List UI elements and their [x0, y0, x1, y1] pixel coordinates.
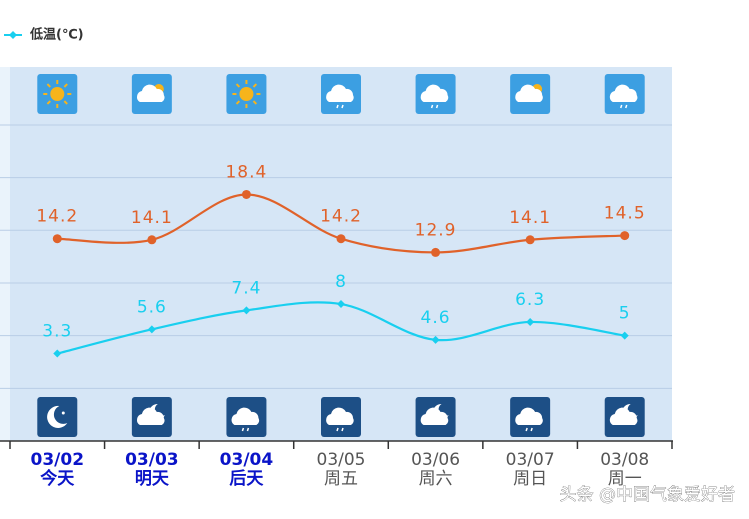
icon-cloud — [609, 84, 638, 102]
weather-icon — [415, 397, 456, 437]
point — [242, 306, 251, 315]
point — [53, 349, 62, 358]
icon-cloud — [515, 407, 543, 425]
icon-cloud — [515, 84, 543, 102]
icon-cloud — [137, 84, 165, 102]
icon-drop — [336, 427, 339, 432]
icon-cloud — [231, 407, 260, 425]
weather-icon — [321, 397, 361, 437]
weekday-label: 周五 — [324, 469, 358, 489]
point — [147, 325, 156, 334]
icon-cloud — [326, 407, 354, 425]
icon-cloud — [326, 84, 354, 102]
data-label: 18.4 — [225, 162, 267, 182]
icon-drop — [341, 104, 344, 109]
icon-ray — [46, 100, 51, 105]
icon-sun — [239, 87, 254, 101]
icon-ray — [46, 83, 51, 88]
icon-moon — [47, 405, 68, 428]
legend-label: 低温(℃) — [29, 27, 84, 43]
weekday-label: 周日 — [513, 469, 547, 489]
icon-ray — [63, 83, 68, 88]
x-tick-label: 03/02 — [31, 450, 85, 470]
watermark: 头条 @中国气象爱好者 — [560, 485, 735, 505]
data-label: 3.3 — [42, 322, 72, 342]
icon-cloud — [420, 84, 449, 102]
x-tick-label: 03/03 — [125, 450, 179, 470]
point — [336, 234, 346, 244]
weekday-label: 今天 — [40, 468, 75, 489]
icon-ray — [235, 83, 241, 88]
plot-edge — [0, 67, 10, 441]
data-label: 14.5 — [604, 204, 646, 224]
x-tick-label: 03/06 — [411, 450, 460, 470]
icon-bg — [37, 397, 78, 437]
icon-drop — [430, 104, 434, 109]
weather-icon — [604, 74, 645, 114]
icon-ray — [235, 100, 241, 105]
icon-drop — [525, 427, 528, 432]
point — [620, 331, 629, 340]
point — [526, 317, 535, 326]
data-label: 14.2 — [36, 207, 78, 227]
icon-drop — [435, 104, 439, 109]
point — [620, 231, 630, 241]
x-tick-label: 03/04 — [220, 450, 274, 470]
data-label: 8 — [335, 272, 347, 292]
weekday-label: 周六 — [419, 469, 453, 489]
data-label: 5 — [619, 304, 631, 324]
icon-drop — [336, 104, 339, 109]
icon-cloud — [609, 407, 638, 425]
data-label: 14.2 — [320, 207, 362, 227]
icon-cloud — [137, 407, 165, 425]
icon-star — [61, 411, 65, 415]
point — [147, 235, 157, 245]
weekday-label: 明天 — [135, 469, 170, 489]
point — [9, 31, 17, 39]
icon-drop — [246, 427, 250, 432]
icon-ray — [252, 83, 258, 88]
weather-icon — [510, 74, 551, 114]
icon-drop — [625, 104, 628, 109]
plot-background — [10, 67, 672, 441]
icon-drop — [620, 104, 623, 109]
icon-cloud — [420, 407, 449, 425]
weather-icon — [37, 74, 78, 114]
data-label: 6.3 — [515, 290, 545, 310]
weather-icon — [321, 74, 361, 114]
point — [241, 189, 251, 199]
icon-sun — [50, 87, 65, 101]
x-tick-label: 03/05 — [317, 450, 366, 470]
data-label: 4.6 — [421, 308, 451, 328]
weather-icon — [604, 397, 645, 437]
point — [525, 235, 535, 245]
icon-drop — [241, 427, 245, 432]
weather-icon — [226, 397, 267, 437]
data-label: 14.1 — [131, 208, 173, 228]
point — [431, 247, 441, 257]
icon-drop — [530, 427, 533, 432]
data-label: 5.6 — [137, 297, 167, 317]
icon-ray — [252, 100, 258, 105]
x-tick-label: 03/08 — [600, 450, 649, 470]
point — [52, 234, 62, 244]
icon-drop — [341, 427, 344, 432]
weather-icon — [131, 397, 172, 437]
weekday-label: 后天 — [229, 469, 264, 489]
weather-icon — [510, 397, 551, 437]
data-label: 7.4 — [231, 278, 261, 298]
icon-ray — [63, 100, 68, 105]
data-label: 14.1 — [509, 208, 551, 228]
weather-icon — [415, 74, 456, 114]
point — [431, 335, 440, 344]
weather-icon — [226, 74, 267, 114]
weather-icon — [37, 397, 78, 437]
point — [337, 300, 345, 309]
x-tick-label: 03/07 — [506, 450, 555, 470]
weekday-label: 周一 — [608, 469, 642, 489]
data-label: 12.9 — [415, 220, 457, 240]
weather-icon — [131, 74, 172, 114]
